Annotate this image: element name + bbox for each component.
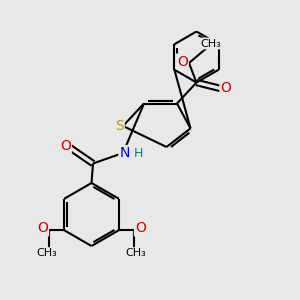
Text: O: O xyxy=(177,55,188,68)
Text: O: O xyxy=(220,82,231,95)
Text: N: N xyxy=(119,146,130,160)
Text: S: S xyxy=(115,119,124,133)
Text: O: O xyxy=(37,221,48,236)
Text: CH₃: CH₃ xyxy=(200,38,221,49)
Text: CH₃: CH₃ xyxy=(36,248,57,258)
Text: O: O xyxy=(135,221,146,236)
Text: CH₃: CH₃ xyxy=(126,248,147,258)
Text: H: H xyxy=(134,147,143,160)
Text: O: O xyxy=(60,139,71,152)
